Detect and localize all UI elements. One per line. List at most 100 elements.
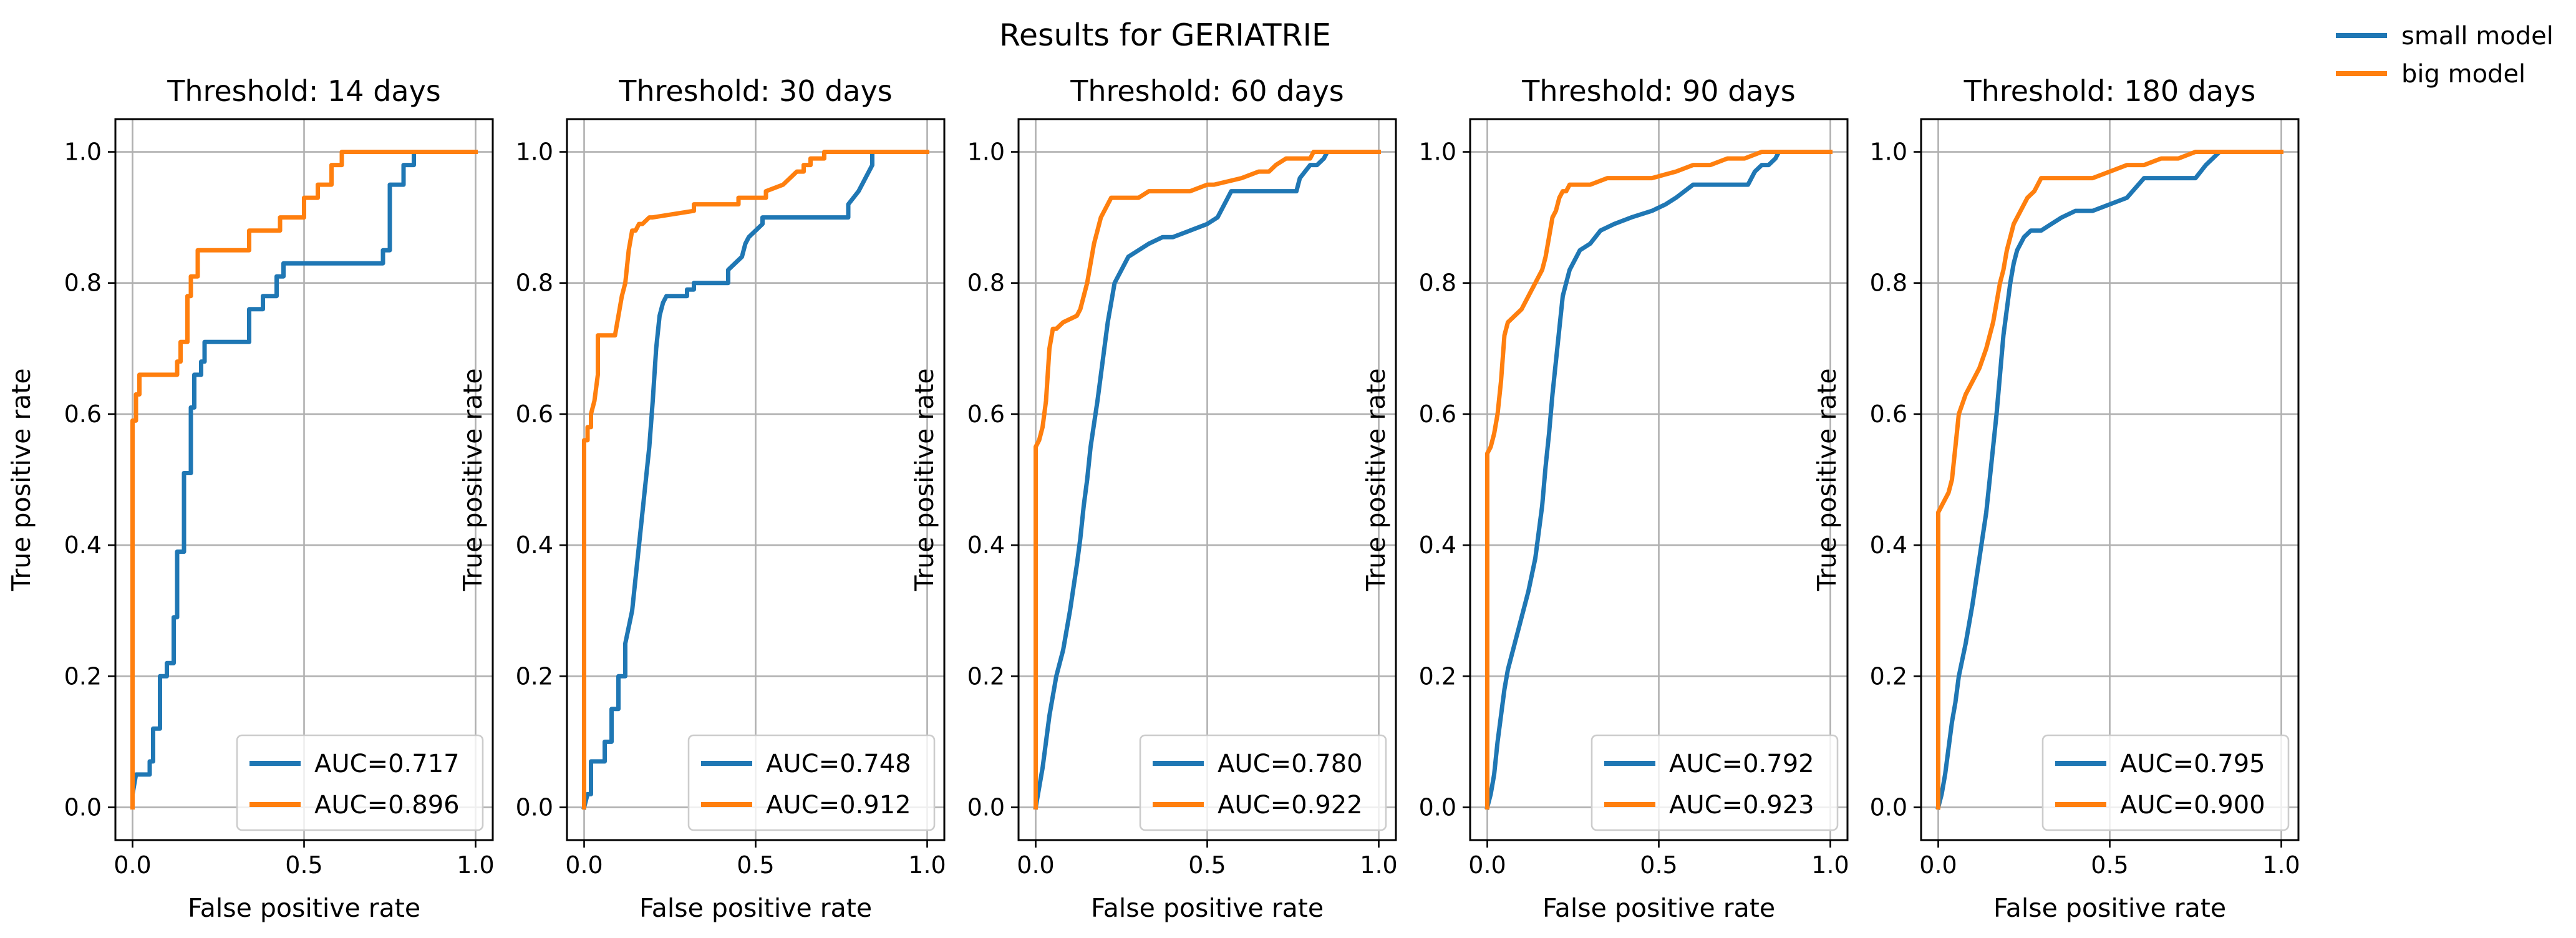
y-tick-label: 0.6 <box>967 400 1005 428</box>
y-axis-label: True positive rate <box>1361 368 1391 591</box>
figure-legend-label-small: small model <box>2401 22 2554 51</box>
subplot-1: 0.0 0.5 1.0 0.0 0.2 0.4 0.6 0.8 1.0 Threshold: 14… <box>6 74 495 923</box>
x-tick-label: 0.5 <box>2091 851 2128 879</box>
y-axis-label: True positive rate <box>1812 368 1842 591</box>
x-tick-label: 0.5 <box>1640 851 1677 879</box>
y-tick-label: 0.0 <box>64 793 102 821</box>
axes-frame <box>114 118 494 841</box>
legend-label-small-model: AUC=0.795 <box>2120 750 2265 778</box>
roc-curve-big-model <box>1936 150 2283 810</box>
roc-curve-small-model <box>1484 150 1833 810</box>
x-tick-label: 0.0 <box>114 851 151 879</box>
y-tick-label: 0.4 <box>967 531 1005 559</box>
subplot-title: Threshold: 30 days <box>618 74 893 108</box>
y-tick-label: 0.8 <box>1419 269 1456 297</box>
subplot-legend: AUC=0.795 AUC=0.900 <box>2041 734 2290 831</box>
subplot-title: Threshold: 180 days <box>1963 74 2256 108</box>
legend-label-big-model: AUC=0.900 <box>2120 791 2265 820</box>
y-tick-label: 1.0 <box>1870 138 1907 166</box>
subplot-legend: AUC=0.748 AUC=0.912 <box>687 734 936 831</box>
roc-curve-small-model <box>1935 150 2283 810</box>
y-tick-label: 0.0 <box>1870 793 1907 821</box>
roc-curve-big-model <box>1034 150 1381 810</box>
y-tick-label: 0.0 <box>1419 793 1456 821</box>
subplot-title: Threshold: 60 days <box>1070 74 1344 108</box>
y-tick-label: 0.2 <box>1870 662 1907 690</box>
figure-suptitle: Results for GERIATRIE <box>999 17 1331 53</box>
legend-label-small-model: AUC=0.780 <box>1218 750 1363 778</box>
subplot-legend: AUC=0.717 AUC=0.896 <box>236 734 484 831</box>
x-tick-label: 1.0 <box>2262 851 2300 879</box>
y-tick-label: 1.0 <box>64 138 102 166</box>
roc-curve-big-model <box>130 150 478 810</box>
subplot-title: Threshold: 90 days <box>1521 74 1796 108</box>
subplot-title: Threshold: 14 days <box>167 74 441 108</box>
y-tick-label: 1.0 <box>1419 138 1456 166</box>
subplot-legend: AUC=0.780 AUC=0.922 <box>1139 734 1387 831</box>
y-tick-label: 0.0 <box>516 793 553 821</box>
y-tick-label: 0.4 <box>516 531 553 559</box>
roc-curve-small-model <box>130 150 478 810</box>
legend-label-big-model: AUC=0.896 <box>314 791 460 820</box>
y-axis-label: True positive rate <box>909 368 939 591</box>
x-axis-label: False positive rate <box>1542 893 1775 923</box>
x-axis-label: False positive rate <box>1091 893 1324 923</box>
y-tick-label: 1.0 <box>967 138 1005 166</box>
roc-curve-small-model <box>1033 150 1381 810</box>
subplot-4: 0.0 0.5 1.0 0.0 0.2 0.4 0.6 0.8 1.0 Threshold: 90… <box>1361 74 1849 923</box>
x-tick-label: 1.0 <box>908 851 946 879</box>
x-tick-label: 0.0 <box>1468 851 1506 879</box>
y-axis-label: True positive rate <box>458 368 488 591</box>
y-tick-label: 0.6 <box>516 400 553 428</box>
y-tick-label: 0.8 <box>64 269 102 297</box>
subplots: 0.0 0.5 1.0 0.0 0.2 0.4 0.6 0.8 1.0 Threshold: 14… <box>6 74 2300 923</box>
legend-label-big-model: AUC=0.922 <box>1218 791 1363 820</box>
y-tick-label: 0.2 <box>967 662 1005 690</box>
y-tick-label: 0.4 <box>1419 531 1456 559</box>
axes-frame <box>1017 118 1397 841</box>
x-tick-label: 0.0 <box>1017 851 1054 879</box>
axes-frame <box>1469 118 1849 841</box>
y-axis-label: True positive rate <box>6 368 36 591</box>
y-tick-label: 0.6 <box>64 400 102 428</box>
subplot-legend: AUC=0.792 AUC=0.923 <box>1591 734 1839 831</box>
x-tick-label: 1.0 <box>1360 851 1397 879</box>
x-tick-label: 0.5 <box>737 851 774 879</box>
roc-curve-small-model <box>581 150 929 810</box>
y-tick-label: 0.2 <box>64 662 102 690</box>
x-tick-label: 1.0 <box>1811 851 1849 879</box>
figure-legend-label-big: big model <box>2401 60 2525 89</box>
legend-label-small-model: AUC=0.792 <box>1669 750 1814 778</box>
y-tick-label: 0.4 <box>64 531 102 559</box>
y-tick-label: 0.8 <box>516 269 553 297</box>
y-tick-label: 0.8 <box>967 269 1005 297</box>
roc-curve-big-model <box>582 150 929 810</box>
y-tick-label: 0.4 <box>1870 531 1907 559</box>
x-tick-label: 0.5 <box>285 851 322 879</box>
y-tick-label: 0.6 <box>1870 400 1907 428</box>
x-tick-label: 0.5 <box>1188 851 1226 879</box>
x-tick-label: 0.0 <box>1919 851 1957 879</box>
x-axis-label: False positive rate <box>1993 893 2226 923</box>
y-tick-label: 0.2 <box>516 662 553 690</box>
legend-label-small-model: AUC=0.748 <box>766 750 911 778</box>
x-tick-label: 0.0 <box>565 851 603 879</box>
x-axis-label: False positive rate <box>188 893 420 923</box>
x-tick-label: 1.0 <box>457 851 494 879</box>
roc-curve-big-model <box>1485 150 1833 810</box>
y-tick-label: 1.0 <box>516 138 553 166</box>
figure-legend: small model big model <box>2336 22 2554 89</box>
y-tick-label: 0.8 <box>1870 269 1907 297</box>
x-axis-label: False positive rate <box>639 893 872 923</box>
y-tick-label: 0.6 <box>1419 400 1456 428</box>
subplot-2: 0.0 0.5 1.0 0.0 0.2 0.4 0.6 0.8 1.0 Threshold: 30… <box>458 74 946 923</box>
axes-frame <box>566 118 946 841</box>
axes-frame <box>1920 118 2300 841</box>
legend-label-small-model: AUC=0.717 <box>314 750 460 778</box>
subplot-5: 0.0 0.5 1.0 0.0 0.2 0.4 0.6 0.8 1.0 Threshold: 18… <box>1812 74 2300 923</box>
legend-label-big-model: AUC=0.923 <box>1669 791 1814 820</box>
y-tick-label: 0.2 <box>1419 662 1456 690</box>
legend-label-big-model: AUC=0.912 <box>766 791 911 820</box>
y-tick-label: 0.0 <box>967 793 1005 821</box>
